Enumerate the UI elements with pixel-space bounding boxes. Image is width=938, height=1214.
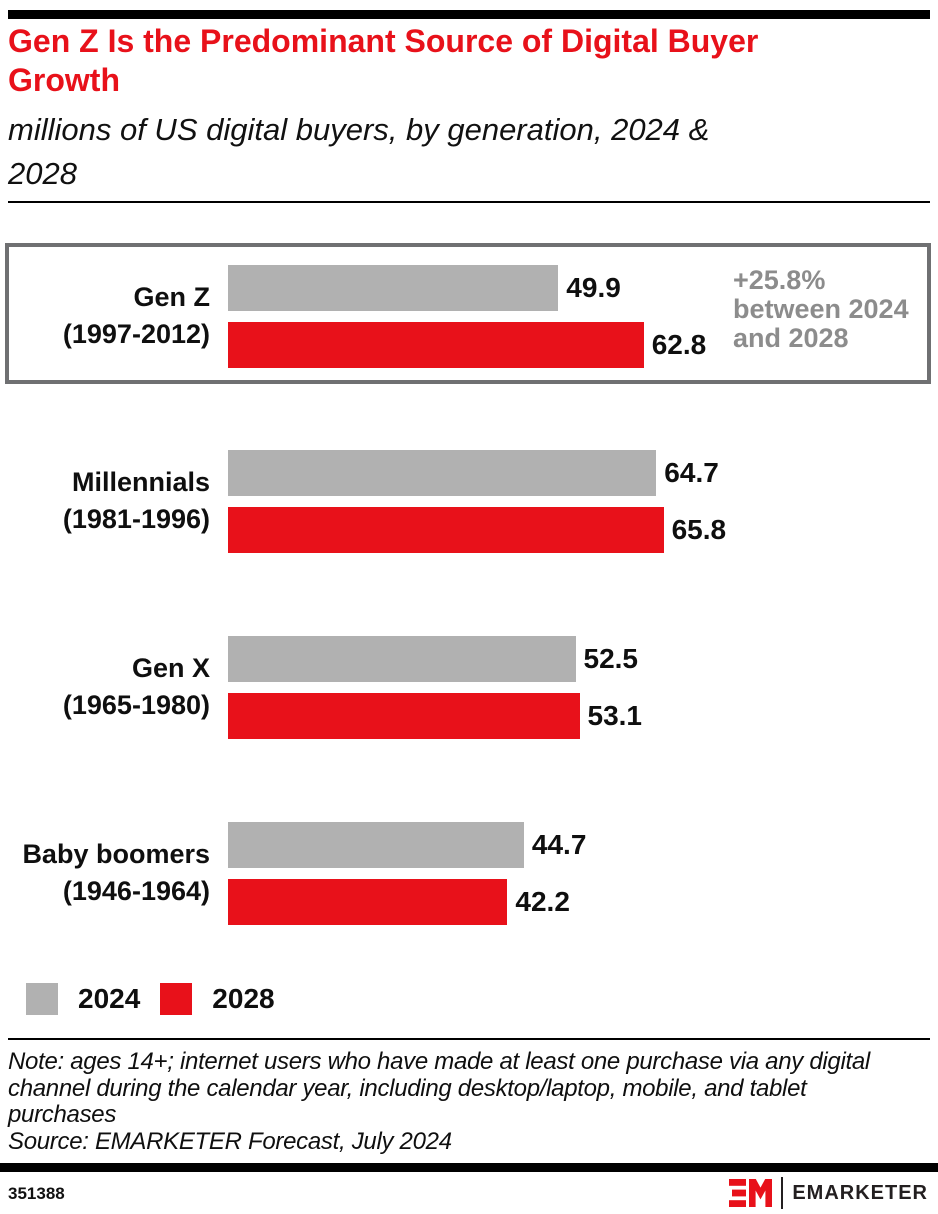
value-label: 53.1 xyxy=(587,700,643,731)
bar-2028 xyxy=(228,693,580,739)
genz-highlight-box xyxy=(5,243,931,384)
value-label: 62.8 xyxy=(651,329,707,360)
legend-swatch-2024 xyxy=(26,983,58,1015)
bar-2028 xyxy=(228,322,644,368)
logo-wordmark: EMARKETER xyxy=(792,1182,928,1204)
bar-2028 xyxy=(228,507,664,553)
footer-divider xyxy=(8,1038,930,1040)
logo-divider xyxy=(781,1177,784,1209)
value-label: 44.7 xyxy=(531,829,587,860)
footnote-block: Note: ages 14+; internet users who have … xyxy=(8,1048,926,1155)
legend-label-2028: 2028 xyxy=(212,983,275,1014)
value-label: 52.5 xyxy=(583,643,639,674)
bar-2028 xyxy=(228,879,508,925)
bar-2024 xyxy=(228,265,559,311)
legend-label-2024: 2024 xyxy=(78,983,141,1014)
source-text: Source: EMARKETER Forecast, July 2024 xyxy=(8,1127,452,1155)
category-label: Gen Z (1997-2012) xyxy=(62,282,210,349)
value-label: 64.7 xyxy=(664,457,719,488)
category-label: Baby boomers (1946-1964) xyxy=(22,839,210,906)
legend-swatch-2028 xyxy=(160,983,193,1015)
chart-subtitle: millions of US digital buyers, by genera… xyxy=(8,112,710,191)
category-label: Millennials (1981-1996) xyxy=(62,467,210,534)
bar-2024 xyxy=(228,636,576,682)
chart-id: 351388 xyxy=(8,1184,65,1203)
emarketer-logo: EMARKETER xyxy=(729,1177,928,1209)
chart-legend: 2024 2028 xyxy=(26,983,275,1015)
value-label: 42.2 xyxy=(515,886,570,917)
bottom-accent-bar xyxy=(0,1163,938,1172)
em-monogram-icon xyxy=(729,1179,773,1207)
header-divider xyxy=(8,201,930,203)
bar-2024 xyxy=(228,450,657,496)
note-text: Note: ages 14+; internet users who have … xyxy=(8,1048,870,1128)
chart-title: Gen Z Is the Predominant Source of Digit… xyxy=(8,23,759,98)
top-accent-bar xyxy=(8,10,930,19)
value-label: 49.9 xyxy=(566,272,621,303)
bar-2024 xyxy=(228,822,524,868)
category-label: Gen X (1965-1980) xyxy=(62,653,210,720)
growth-annotation: +25.8% between 2024 and 2028 xyxy=(733,265,909,353)
value-label: 65.8 xyxy=(671,514,727,545)
